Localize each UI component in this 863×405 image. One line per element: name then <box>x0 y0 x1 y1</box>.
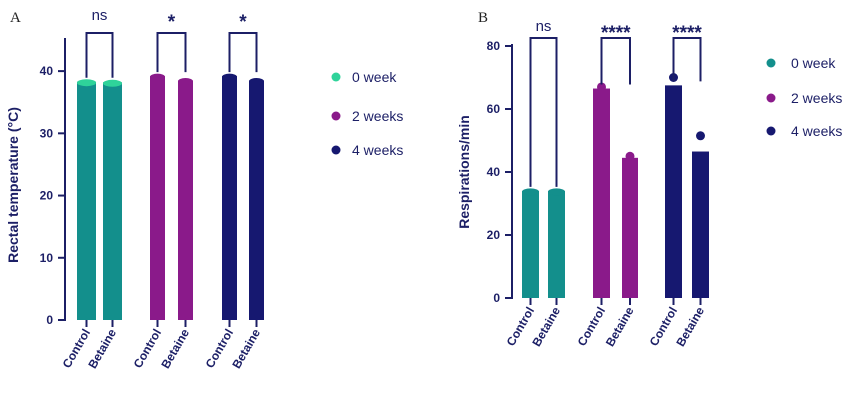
legend-marker <box>766 126 776 136</box>
legend-label: 2 weeks <box>352 108 403 124</box>
data-point <box>249 77 264 85</box>
bar <box>665 85 682 298</box>
y-axis-title: Respirations/min <box>456 115 472 229</box>
significance-label: **** <box>672 23 702 44</box>
bar <box>692 151 709 298</box>
legend-marker <box>331 111 341 121</box>
significance-bracket <box>600 37 631 85</box>
significance-label: ns <box>536 18 552 35</box>
y-tick-label: 80 <box>487 39 501 53</box>
data-point <box>150 73 165 81</box>
significance-bracket <box>529 37 558 187</box>
significance-label: ns <box>92 7 108 24</box>
x-tick-label: Betaine <box>603 304 637 349</box>
data-point <box>696 131 705 141</box>
bar <box>522 190 539 298</box>
y-tick-label: 40 <box>40 64 54 78</box>
x-tick-label: Betaine <box>158 326 192 371</box>
significance-label: * <box>239 12 247 33</box>
significance-bracket <box>85 32 114 78</box>
y-tick-label: 60 <box>487 102 501 116</box>
bar <box>593 88 610 299</box>
significance-bracket <box>672 37 702 82</box>
legend-label: 4 weeks <box>791 123 842 139</box>
bar <box>622 157 638 298</box>
significance-label: * <box>168 12 176 33</box>
data-point <box>77 79 96 87</box>
significance-bracket <box>228 32 258 73</box>
legend-marker <box>766 93 776 103</box>
y-axis-title: Rectal temperature (°C) <box>5 107 21 263</box>
legend-label: 4 weeks <box>352 142 403 158</box>
significance-bracket <box>156 32 187 73</box>
legend-marker <box>331 145 341 155</box>
y-tick-label: 40 <box>487 165 501 179</box>
legend-label: 0 week <box>791 55 836 71</box>
data-point <box>103 79 122 87</box>
bar <box>222 76 237 320</box>
bar <box>249 80 264 320</box>
y-tick-label: 0 <box>46 313 53 327</box>
significance-label: **** <box>601 23 631 44</box>
data-point <box>597 82 606 92</box>
data-point <box>548 188 565 196</box>
y-tick-label: 20 <box>487 228 501 242</box>
bar <box>178 80 193 320</box>
bar <box>150 76 165 320</box>
y-tick-label: 30 <box>40 126 54 140</box>
panel-letter: A <box>10 10 21 26</box>
legend-label: 2 weeks <box>791 90 842 106</box>
panel-letter: B <box>478 10 488 26</box>
legend-marker <box>331 72 341 82</box>
y-tick-label: 20 <box>40 189 54 203</box>
data-point <box>522 188 539 196</box>
data-point <box>178 77 193 85</box>
data-point <box>222 73 237 81</box>
data-point <box>625 151 635 161</box>
bar <box>548 190 565 298</box>
y-tick-label: 0 <box>493 291 500 305</box>
legend-marker <box>766 58 776 68</box>
bar <box>77 81 96 320</box>
bar <box>103 82 122 320</box>
y-tick-label: 10 <box>40 251 54 265</box>
legend-label: 0 week <box>352 69 397 85</box>
